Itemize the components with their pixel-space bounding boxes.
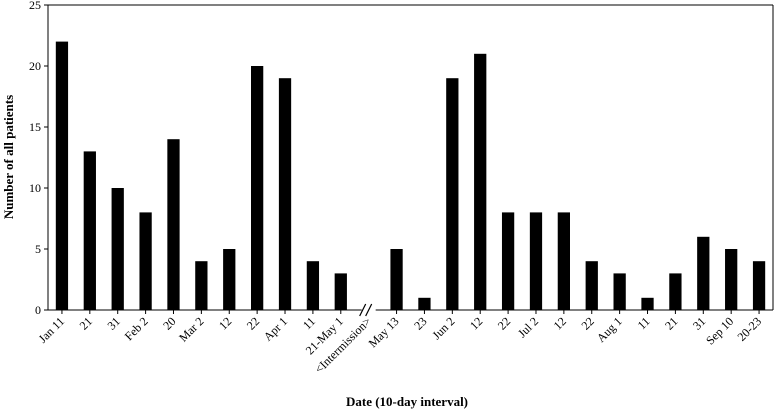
x-tick-label: Mar 2 [176, 314, 206, 344]
bar [529, 212, 543, 310]
bar [334, 273, 347, 310]
x-tick-label: Aug 1 [594, 314, 625, 345]
bar [725, 249, 738, 310]
x-tick-label: 12 [551, 314, 569, 332]
x-tick-label: Jan 11 [36, 314, 68, 346]
x-tick-label: 23 [411, 314, 429, 332]
bar [251, 66, 264, 310]
bar [195, 261, 208, 310]
x-tick-label: 21 [662, 314, 680, 332]
break-slash [359, 303, 367, 317]
bar [501, 212, 515, 310]
bar [585, 261, 598, 310]
y-tick-label: 20 [29, 59, 41, 73]
y-tick-label: 15 [29, 120, 41, 134]
axis-break-marker [359, 303, 373, 317]
x-tick-label: 31 [104, 314, 122, 332]
x-tick-label: 20-23 [734, 314, 764, 344]
break-slash [365, 303, 373, 317]
bar [669, 273, 682, 310]
x-tick-label: Jul 2 [515, 314, 541, 340]
bar [557, 212, 570, 310]
y-tick-label: 25 [29, 0, 41, 12]
x-tick-label: Feb 2 [122, 314, 151, 343]
bar [111, 188, 124, 310]
bar [139, 212, 152, 310]
x-tick-label: 21 [77, 314, 95, 332]
bar [418, 297, 431, 310]
bar [752, 261, 766, 310]
bar [278, 78, 292, 310]
bar [613, 273, 626, 310]
bar [446, 78, 459, 310]
x-tick-label: 22 [578, 314, 596, 332]
bar [390, 249, 403, 310]
y-axis: 0 5 10 15 20 25 [29, 0, 774, 317]
x-axis-title: Date (10-day interval) [346, 394, 468, 409]
y-tick-label: 10 [29, 181, 41, 195]
bar [83, 151, 96, 310]
y-tick-label: 5 [35, 242, 41, 256]
bars [55, 41, 766, 311]
bar [55, 41, 69, 310]
y-axis-title: Number of all patients [1, 95, 16, 219]
x-tick-label: May 13 [366, 314, 402, 350]
x-tick-label: Sep 10 [703, 314, 736, 347]
bar [306, 261, 320, 310]
bar [641, 297, 654, 310]
x-axis [48, 4, 773, 317]
x-tick-label: 31 [690, 314, 708, 332]
y-tick-label: 0 [35, 303, 41, 317]
x-tick-label: Apr 1 [261, 314, 290, 343]
bar [474, 53, 487, 311]
bar [167, 139, 180, 310]
x-tick-label: 12 [216, 314, 234, 332]
x-tick-label: 22 [495, 314, 513, 332]
bar [697, 236, 710, 310]
x-tick-label: 20 [160, 314, 178, 332]
x-tick-label: 12 [467, 314, 485, 332]
x-tick-label: 11 [635, 314, 653, 332]
x-tick-label: Jun 2 [429, 314, 457, 342]
bar [223, 249, 236, 310]
x-tick-label: 11 [300, 314, 318, 332]
x-tick-label: 22 [244, 314, 262, 332]
